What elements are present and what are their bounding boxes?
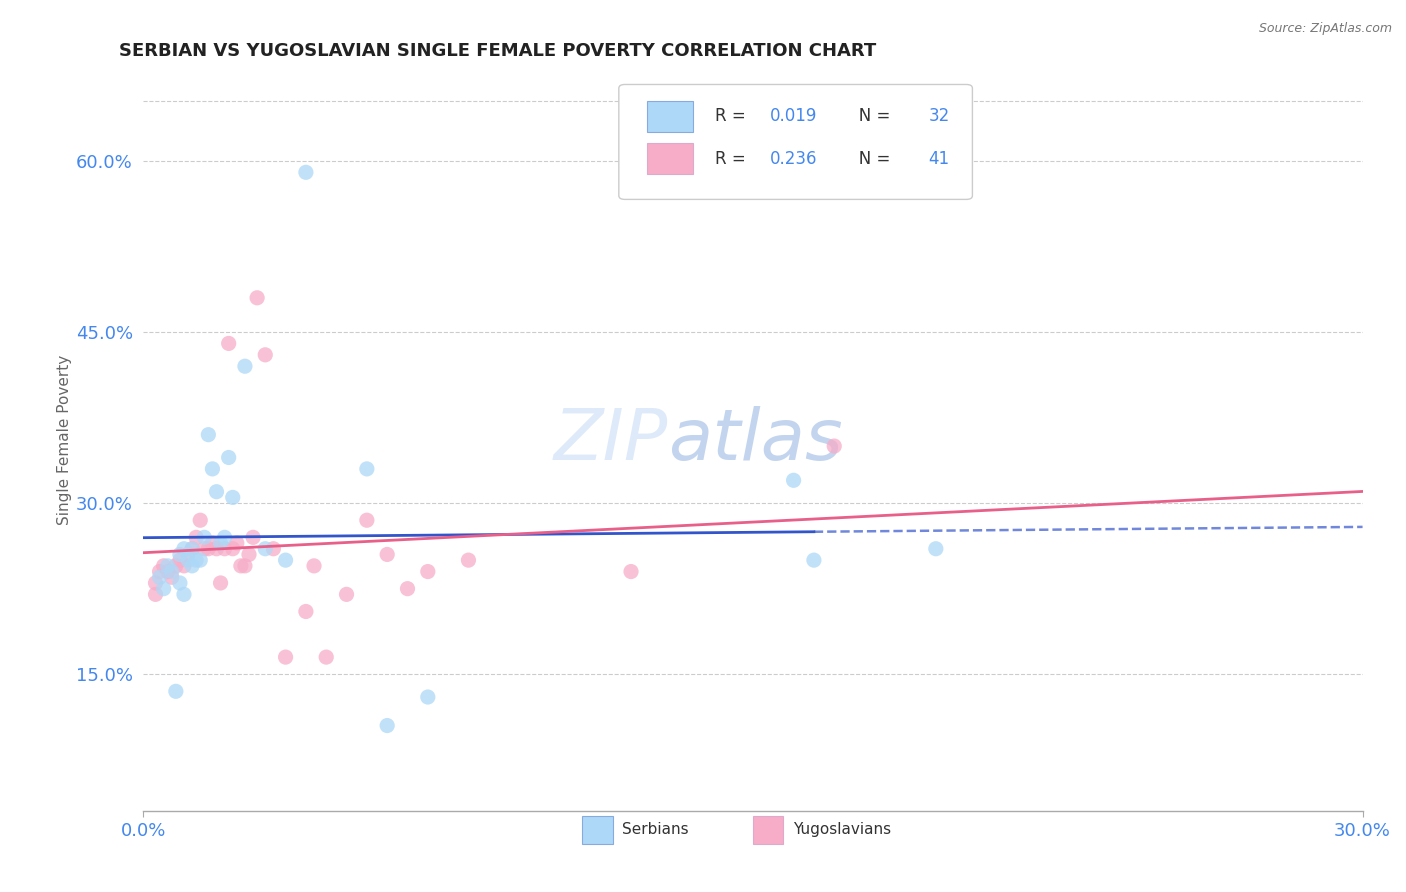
Point (803, 553, 825, 567)
Point (149, 565, 172, 579)
Point (233, 558, 256, 573)
Text: 0.236: 0.236 (770, 150, 817, 168)
Text: Source: ZipAtlas.com: Source: ZipAtlas.com (1258, 22, 1392, 36)
Point (242, 530, 264, 544)
Point (169, 548, 191, 562)
Point (145, 576, 167, 591)
Point (181, 558, 204, 573)
Point (186, 553, 208, 567)
Point (925, 541, 948, 556)
Point (165, 558, 187, 573)
Text: N =: N = (844, 150, 896, 168)
Point (396, 582, 419, 596)
Point (214, 541, 236, 556)
Point (177, 548, 200, 562)
Point (335, 587, 357, 601)
Point (169, 576, 191, 591)
Point (218, 336, 240, 351)
Point (457, 553, 479, 567)
Point (160, 570, 183, 584)
Point (416, 565, 439, 579)
Bar (647, 101, 693, 132)
Point (205, 541, 228, 556)
Text: 41: 41 (928, 150, 949, 168)
Point (295, 605, 318, 619)
Point (274, 650, 297, 665)
Point (356, 513, 378, 527)
Point (254, 541, 277, 556)
Text: R =: R = (716, 150, 751, 168)
FancyBboxPatch shape (619, 85, 973, 200)
Bar (754, 815, 783, 844)
Point (173, 558, 195, 573)
Text: 32: 32 (928, 107, 950, 126)
Point (295, 165, 318, 179)
Point (225, 536, 247, 550)
Point (302, 558, 325, 573)
Point (188, 553, 211, 567)
Point (193, 530, 215, 544)
Text: Yugoslavians: Yugoslavians (793, 822, 891, 837)
Point (193, 541, 215, 556)
Y-axis label: Single Female Poverty: Single Female Poverty (58, 355, 72, 525)
Text: SERBIAN VS YUGOSLAVIAN SINGLE FEMALE POVERTY CORRELATION CHART: SERBIAN VS YUGOSLAVIAN SINGLE FEMALE POV… (120, 42, 876, 60)
Text: atlas: atlas (668, 406, 842, 475)
Point (274, 553, 297, 567)
Point (375, 548, 398, 562)
Point (218, 450, 240, 465)
Point (160, 565, 183, 579)
Point (152, 558, 174, 573)
Point (823, 439, 845, 453)
Text: Serbians: Serbians (623, 822, 689, 837)
Point (181, 541, 204, 556)
Bar (582, 815, 613, 844)
Text: R =: R = (716, 107, 751, 126)
Point (209, 576, 232, 591)
Point (177, 553, 200, 567)
Point (181, 541, 204, 556)
Point (782, 473, 804, 487)
Point (254, 348, 277, 362)
Point (169, 553, 191, 567)
Point (222, 491, 245, 505)
Point (416, 690, 439, 704)
Point (156, 565, 179, 579)
Point (165, 684, 187, 698)
Point (201, 536, 224, 550)
Point (229, 558, 252, 573)
Point (173, 587, 195, 601)
Point (152, 582, 174, 596)
Point (186, 530, 208, 544)
Point (246, 291, 269, 305)
Point (173, 541, 195, 556)
Point (197, 541, 219, 556)
Point (145, 587, 167, 601)
Point (209, 536, 232, 550)
Point (356, 462, 378, 476)
Point (205, 484, 228, 499)
Point (201, 462, 224, 476)
Point (222, 541, 245, 556)
Text: 0.019: 0.019 (770, 107, 817, 126)
Text: ZIP: ZIP (553, 406, 668, 475)
Point (620, 565, 643, 579)
Text: N =: N = (844, 107, 896, 126)
Bar (647, 143, 693, 174)
Point (214, 530, 236, 544)
Point (262, 541, 284, 556)
Point (233, 359, 256, 374)
Point (238, 548, 260, 562)
Point (315, 650, 337, 665)
Point (197, 427, 219, 442)
Point (156, 558, 179, 573)
Point (149, 570, 172, 584)
Point (375, 718, 398, 732)
Point (188, 513, 211, 527)
